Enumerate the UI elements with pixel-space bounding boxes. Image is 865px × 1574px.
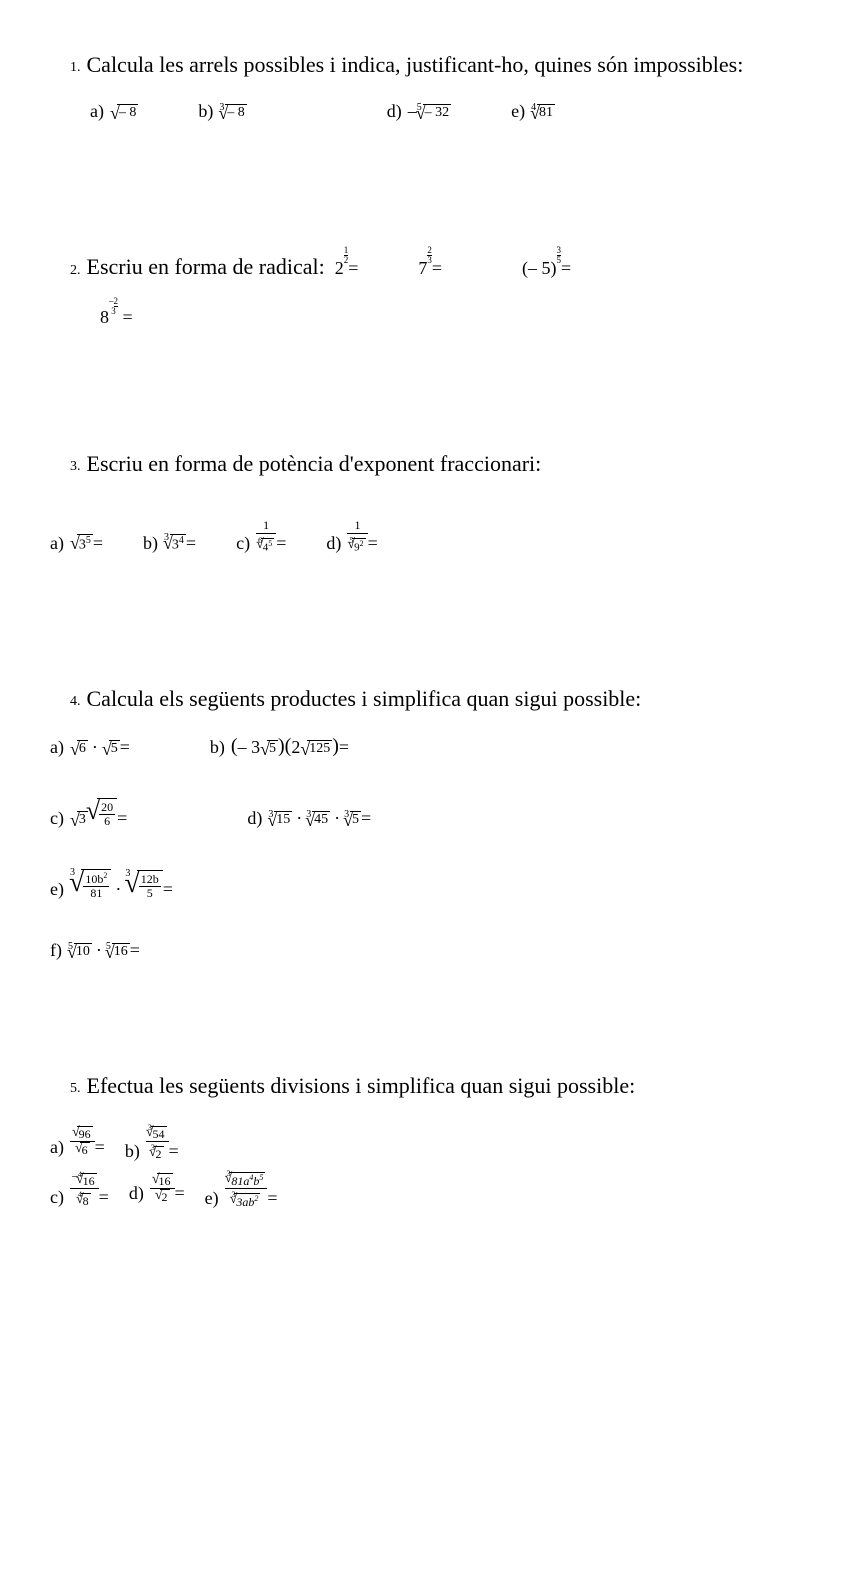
- p3-b-label: b): [143, 533, 158, 554]
- p1-e-label: e): [511, 101, 525, 122]
- equals: =: [95, 1137, 105, 1158]
- p5-opt-c: c) –4√16 4√8 =: [50, 1169, 109, 1209]
- 5rt-neg32: 5√– 32: [417, 104, 451, 122]
- problem-5-prompt: 5. Efectua les següents divisions i simp…: [30, 1071, 835, 1102]
- p3-opt-c: c) 1 6√45 =: [236, 519, 286, 554]
- problem-4-number: 4.: [70, 684, 81, 712]
- problem-2-question: Escriu en forma de radical:: [87, 252, 325, 283]
- p1-b-label: b): [198, 101, 213, 122]
- frac-cbrt54-cbrt2: 3√54 3√2: [146, 1122, 169, 1162]
- problem-2-prompt: 2. Escriu en forma de radical: 212= 723=…: [30, 252, 835, 283]
- equals: =: [99, 1187, 109, 1208]
- equals: =: [93, 533, 103, 554]
- p3-a-label: a): [50, 533, 64, 554]
- p4-opt-d: d) 3√15 · 3√45 · 3√5 =: [247, 808, 371, 829]
- problem-5-number: 5.: [70, 1071, 81, 1099]
- problem-1-prompt: 1. Calcula les arrels possibles i indica…: [30, 50, 835, 81]
- problem-3-options: a) √35 = b) 3√34 = c) 1 6√45 = d): [30, 519, 835, 564]
- equals: =: [169, 1141, 179, 1162]
- frac-1-5rt-9-2: 1 5√92: [347, 519, 367, 554]
- p1-opt-b: b) 3√– 8: [198, 101, 246, 122]
- p5-opt-e: e) 3√81a4b5 3√3ab2 =: [205, 1168, 278, 1210]
- p4-e-label: e): [50, 879, 64, 900]
- problem-5: 5. Efectua les següents divisions i simp…: [30, 1071, 835, 1215]
- p5-opt-a: a) √96 √6 =: [50, 1126, 105, 1158]
- 4rt-81: 4√81: [531, 104, 555, 122]
- problem-2-number: 2.: [70, 253, 81, 281]
- problem-4-question: Calcula els següents productes i simplif…: [87, 684, 642, 715]
- p3-opt-b: b) 3√34 =: [143, 533, 196, 554]
- p3-opt-d: d) 1 5√92 =: [326, 519, 377, 554]
- p5-b-label: b): [125, 1141, 140, 1162]
- p4-opt-a: a) √6 · √5 =: [50, 737, 130, 758]
- equals: =: [117, 808, 127, 829]
- frac-cbrt-81a4b5-cbrt-3ab2: 3√81a4b5 3√3ab2: [225, 1168, 268, 1210]
- p1-d-label: d): [387, 101, 402, 122]
- equals: =: [130, 940, 140, 961]
- problem-4-options: a) √6 · √5 = b) (– 3 √5 )(2 √125 )= c) √…: [30, 735, 835, 1001]
- problem-5-question: Efectua les següents divisions i simplif…: [87, 1071, 636, 1102]
- problem-4-prompt: 4. Calcula els següents productes i simp…: [30, 684, 835, 715]
- p2-term-a: 212=: [335, 252, 359, 283]
- equals: =: [267, 1188, 277, 1209]
- p4-c-label: c): [50, 808, 64, 829]
- problem-3-number: 3.: [70, 449, 81, 477]
- cbrt-3-4: 3√34: [164, 534, 186, 554]
- p3-c-label: c): [236, 533, 250, 554]
- equals: =: [361, 808, 371, 829]
- problem-1-question: Calcula les arrels possibles i indica, j…: [87, 50, 744, 81]
- p4-opt-f: f) 5√10 · 5√16 =: [50, 940, 140, 961]
- p5-opt-b: b) 3√54 3√2 =: [125, 1122, 179, 1162]
- p2-term-c: (– 5)35=: [522, 252, 571, 283]
- p1-a-label: a): [90, 101, 104, 122]
- p2-term-d-row: 8–23 =: [30, 303, 835, 329]
- frac-1-6rt-4-5: 1 6√45: [256, 519, 276, 554]
- p4-opt-c: c) √3 √ 206 =: [50, 798, 127, 828]
- equals: =: [368, 533, 378, 554]
- problem-3-prompt: 3. Escriu en forma de potència d'exponen…: [30, 449, 835, 480]
- p3-d-label: d): [326, 533, 341, 554]
- equals: =: [175, 1183, 185, 1204]
- p1-opt-a: a) √– 8: [90, 101, 138, 122]
- cbrt-neg8: 3√– 8: [219, 104, 246, 122]
- problem-1-options: a) √– 8 b) 3√– 8 d) – 5√– 32 e) 4√81: [30, 101, 835, 132]
- p4-d-label: d): [247, 808, 262, 829]
- p5-e-label: e): [205, 1188, 219, 1209]
- p5-a-label: a): [50, 1137, 64, 1158]
- p2-terms-row1: 212= 723= (– 5)35=: [335, 252, 571, 283]
- p1-opt-d: d) – 5√– 32: [387, 101, 451, 122]
- p4-f-label: f): [50, 940, 62, 961]
- frac-sqrt96-sqrt6: √96 √6: [70, 1126, 95, 1158]
- p5-d-label: d): [129, 1183, 144, 1204]
- problem-5-options: a) √96 √6 = b) 3√54 3√2 = c) –4√16 4√8 =: [30, 1122, 835, 1216]
- problem-3-question: Escriu en forma de potència d'exponent f…: [87, 449, 542, 480]
- p2-term-d: 8–23 =: [100, 303, 133, 328]
- problem-3: 3. Escriu en forma de potència d'exponen…: [30, 449, 835, 565]
- problem-4: 4. Calcula els següents productes i simp…: [30, 684, 835, 1001]
- equals: =: [276, 533, 286, 554]
- problem-2: 2. Escriu en forma de radical: 212= 723=…: [30, 252, 835, 329]
- p4-b-label: b): [210, 737, 225, 758]
- equals: =: [186, 533, 196, 554]
- frac-sqrt16-sqrt2: √16 √2: [150, 1173, 175, 1205]
- p1-opt-e: e) 4√81: [511, 101, 555, 122]
- p4-opt-e: e) 3√ 10b281 · 3√ 12b5 =: [50, 869, 173, 900]
- p4-a-label: a): [50, 737, 64, 758]
- p5-opt-d: d) √16 √2 =: [129, 1173, 185, 1205]
- root-3-5: √35: [70, 534, 93, 554]
- frac-neg-4rt16-4rt8: –4√16 4√8: [70, 1169, 99, 1209]
- problem-1-number: 1.: [70, 50, 81, 78]
- equals: =: [120, 737, 130, 758]
- p4-opt-b: b) (– 3 √5 )(2 √125 )=: [210, 735, 349, 758]
- problem-1: 1. Calcula les arrels possibles i indica…: [30, 50, 835, 132]
- sqrt-neg8: √– 8: [110, 104, 138, 122]
- p2-term-b: 723=: [418, 252, 442, 283]
- equals: =: [163, 879, 173, 900]
- p3-opt-a: a) √35 =: [50, 533, 103, 554]
- p5-c-label: c): [50, 1187, 64, 1208]
